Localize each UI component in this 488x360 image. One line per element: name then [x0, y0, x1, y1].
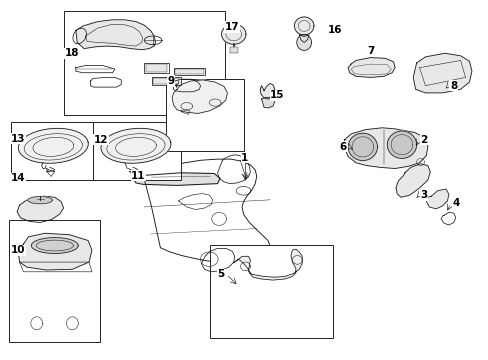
Polygon shape	[134, 173, 220, 185]
Text: 11: 11	[131, 171, 145, 181]
Bar	[63, 11, 224, 115]
Polygon shape	[386, 131, 416, 158]
Polygon shape	[260, 84, 274, 99]
Text: 8: 8	[449, 81, 456, 91]
Polygon shape	[101, 129, 170, 163]
Text: 18: 18	[64, 48, 79, 58]
Bar	[93, 122, 181, 180]
Bar	[210, 245, 332, 338]
Polygon shape	[426, 189, 448, 209]
Bar	[9, 220, 100, 342]
Polygon shape	[221, 24, 245, 44]
Text: 14: 14	[11, 173, 25, 183]
Polygon shape	[172, 80, 227, 113]
Bar	[144, 63, 168, 73]
Polygon shape	[19, 233, 92, 270]
Polygon shape	[18, 129, 88, 163]
Polygon shape	[294, 17, 313, 35]
Text: 12: 12	[94, 135, 108, 145]
Text: 13: 13	[11, 134, 25, 144]
Text: 1: 1	[241, 153, 248, 163]
Text: 9: 9	[167, 76, 174, 86]
Bar	[11, 122, 98, 180]
Bar	[166, 79, 244, 151]
Text: 16: 16	[327, 24, 342, 35]
Text: 3: 3	[420, 190, 427, 200]
Text: 10: 10	[11, 245, 25, 255]
Text: 17: 17	[224, 22, 239, 32]
Polygon shape	[412, 53, 471, 93]
Text: 15: 15	[269, 90, 284, 100]
Polygon shape	[347, 133, 377, 161]
Text: 5: 5	[217, 269, 224, 279]
Text: 6: 6	[339, 142, 346, 152]
Bar	[145, 64, 167, 72]
Polygon shape	[343, 128, 427, 168]
Polygon shape	[17, 196, 63, 222]
Polygon shape	[76, 20, 155, 50]
Bar	[229, 47, 237, 53]
Bar	[153, 78, 179, 84]
Bar	[151, 77, 181, 85]
Polygon shape	[296, 35, 311, 50]
Polygon shape	[28, 197, 52, 204]
Polygon shape	[233, 249, 302, 280]
Bar	[173, 68, 205, 75]
Bar	[175, 69, 203, 74]
Polygon shape	[261, 97, 274, 108]
Text: 7: 7	[366, 46, 374, 56]
Text: 2: 2	[420, 135, 427, 145]
Polygon shape	[31, 238, 78, 253]
Text: 4: 4	[451, 198, 459, 208]
Polygon shape	[395, 164, 429, 197]
Polygon shape	[347, 58, 394, 77]
